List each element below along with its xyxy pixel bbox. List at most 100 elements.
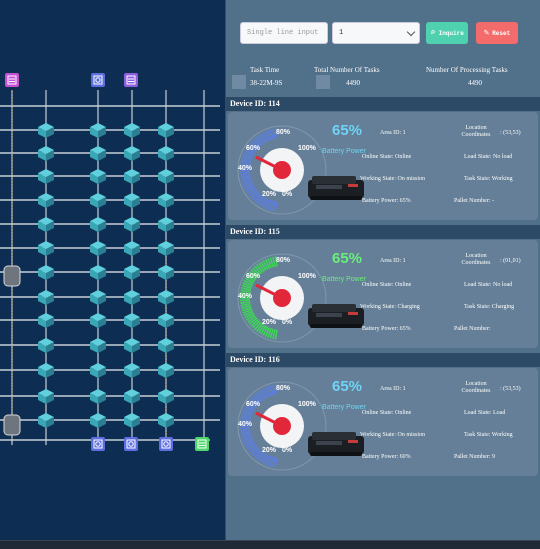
gauge-tick (240, 427, 251, 430)
shelf-cube[interactable] (38, 169, 54, 184)
gauge-tick (272, 256, 276, 267)
task-state: Task State: Working (464, 176, 513, 182)
gauge-tick (240, 171, 251, 174)
charger-icon[interactable] (91, 73, 105, 87)
shelf-cube[interactable] (90, 290, 106, 305)
shelf-cube[interactable] (124, 146, 140, 161)
shelf-cube[interactable] (158, 169, 174, 184)
shelf-cube[interactable] (90, 313, 106, 328)
shelf-cube[interactable] (158, 389, 174, 404)
shelf-cube[interactable] (158, 146, 174, 161)
charger-icon[interactable] (124, 437, 138, 451)
gauge-tick (241, 159, 252, 163)
device-card-2[interactable]: 80% 100% 60% 40% 20% 0% 65% Battery Power Are… (228, 240, 538, 348)
shelf-cube[interactable] (38, 217, 54, 232)
shelf-cube[interactable] (124, 363, 140, 378)
shelf-cube[interactable] (158, 241, 174, 256)
shelf-cube[interactable] (90, 265, 106, 280)
gauge-tick (262, 388, 269, 398)
shelf-cube[interactable] (90, 193, 106, 208)
battery-power-label: Battery Power (322, 276, 366, 283)
shelf-cube[interactable] (158, 290, 174, 305)
shelf-cube[interactable] (38, 265, 54, 280)
shelf-cube[interactable] (124, 193, 140, 208)
shelf-cube[interactable] (38, 338, 54, 353)
device-card-1[interactable]: 80% 100% 60% 40% 20% 0% 65% Battery Power Are… (228, 112, 538, 220)
search-input[interactable]: Single line input (240, 22, 328, 44)
shelf-cube[interactable] (158, 313, 174, 328)
shelf-cube[interactable] (124, 389, 140, 404)
gauge-tick-label: 40% (238, 421, 253, 428)
shelf-cube[interactable] (90, 241, 106, 256)
shelf-cube[interactable] (90, 338, 106, 353)
shelf-cube[interactable] (158, 123, 174, 138)
shelf-cube[interactable] (90, 389, 106, 404)
dock-icon[interactable] (124, 73, 138, 87)
battery-power-label: Battery Power (322, 404, 366, 411)
shelf-cube[interactable] (90, 217, 106, 232)
shelf-cube[interactable] (38, 241, 54, 256)
gauge-tick (240, 164, 251, 167)
gauge-tick (262, 132, 269, 142)
shelf-cube[interactable] (124, 217, 140, 232)
battery-percent: 65% (332, 250, 363, 267)
shelf-cube[interactable] (38, 193, 54, 208)
gauge-tick-label: 0% (282, 319, 293, 326)
battery-power-label: Battery Power (322, 148, 366, 155)
online-state: Online State: Online (362, 410, 412, 416)
gauge-tick (247, 273, 257, 281)
shelf-cube[interactable] (90, 169, 106, 184)
shelf-cube[interactable] (158, 413, 174, 428)
map-canvas[interactable] (0, 0, 226, 540)
reset-button[interactable]: ✎ Reset (476, 22, 518, 44)
shelf-cube[interactable] (90, 146, 106, 161)
gauge-tick (240, 301, 251, 304)
shelf-cube[interactable] (38, 413, 54, 428)
gauge-tick (244, 440, 255, 447)
device-card-3[interactable]: 80% 100% 60% 40% 20% 0% 65% Battery Power Are… (228, 368, 538, 476)
shelf-cube[interactable] (124, 265, 140, 280)
shelf-cube[interactable] (38, 123, 54, 138)
shelf-cube[interactable] (38, 363, 54, 378)
shelf-cube[interactable] (38, 389, 54, 404)
shelf-cube[interactable] (124, 290, 140, 305)
shelf-cube[interactable] (38, 290, 54, 305)
shelf-cube[interactable] (90, 123, 106, 138)
shelf-cube[interactable] (90, 413, 106, 428)
shelf-cube[interactable] (158, 217, 174, 232)
gauge-tick (240, 292, 251, 295)
online-state: Online State: Online (362, 282, 412, 288)
agv-marker[interactable] (3, 265, 21, 287)
shelf-cube[interactable] (158, 193, 174, 208)
shelf-cube[interactable] (124, 313, 140, 328)
warehouse-map[interactable] (0, 0, 226, 540)
shelf-cube[interactable] (124, 123, 140, 138)
station-icon[interactable] (5, 73, 19, 87)
shelf-cube[interactable] (124, 241, 140, 256)
shelf-cube[interactable] (124, 169, 140, 184)
gauge-tick (269, 385, 274, 396)
agv-robot-icon (308, 176, 364, 200)
shelf-cube[interactable] (38, 313, 54, 328)
shelf-cube[interactable] (124, 413, 140, 428)
inquire-button[interactable]: ⌕ Inquire (426, 22, 468, 44)
charger-icon[interactable] (91, 437, 105, 451)
exit-icon[interactable] (195, 437, 209, 451)
charger-icon[interactable] (159, 437, 173, 451)
shelf-cube[interactable] (124, 338, 140, 353)
shelf-cube[interactable] (158, 363, 174, 378)
gauge-tick (267, 327, 273, 338)
location-value: : (53,53) (500, 386, 521, 392)
agv-marker[interactable] (3, 414, 21, 436)
filter-select[interactable]: 1 (332, 22, 420, 44)
shelf-cube[interactable] (90, 363, 106, 378)
gauge-tick (248, 143, 258, 151)
shelf-cube[interactable] (158, 265, 174, 280)
gauge-tick (272, 128, 276, 139)
reset-label: Reset (492, 30, 511, 37)
device-panel: Single line input 1 ⌕ Inquire ✎ Reset Task… (226, 0, 540, 540)
gauge-outer-ring (237, 125, 327, 215)
shelf-cube[interactable] (158, 338, 174, 353)
gauge-hub (273, 161, 291, 179)
shelf-cube[interactable] (38, 146, 54, 161)
